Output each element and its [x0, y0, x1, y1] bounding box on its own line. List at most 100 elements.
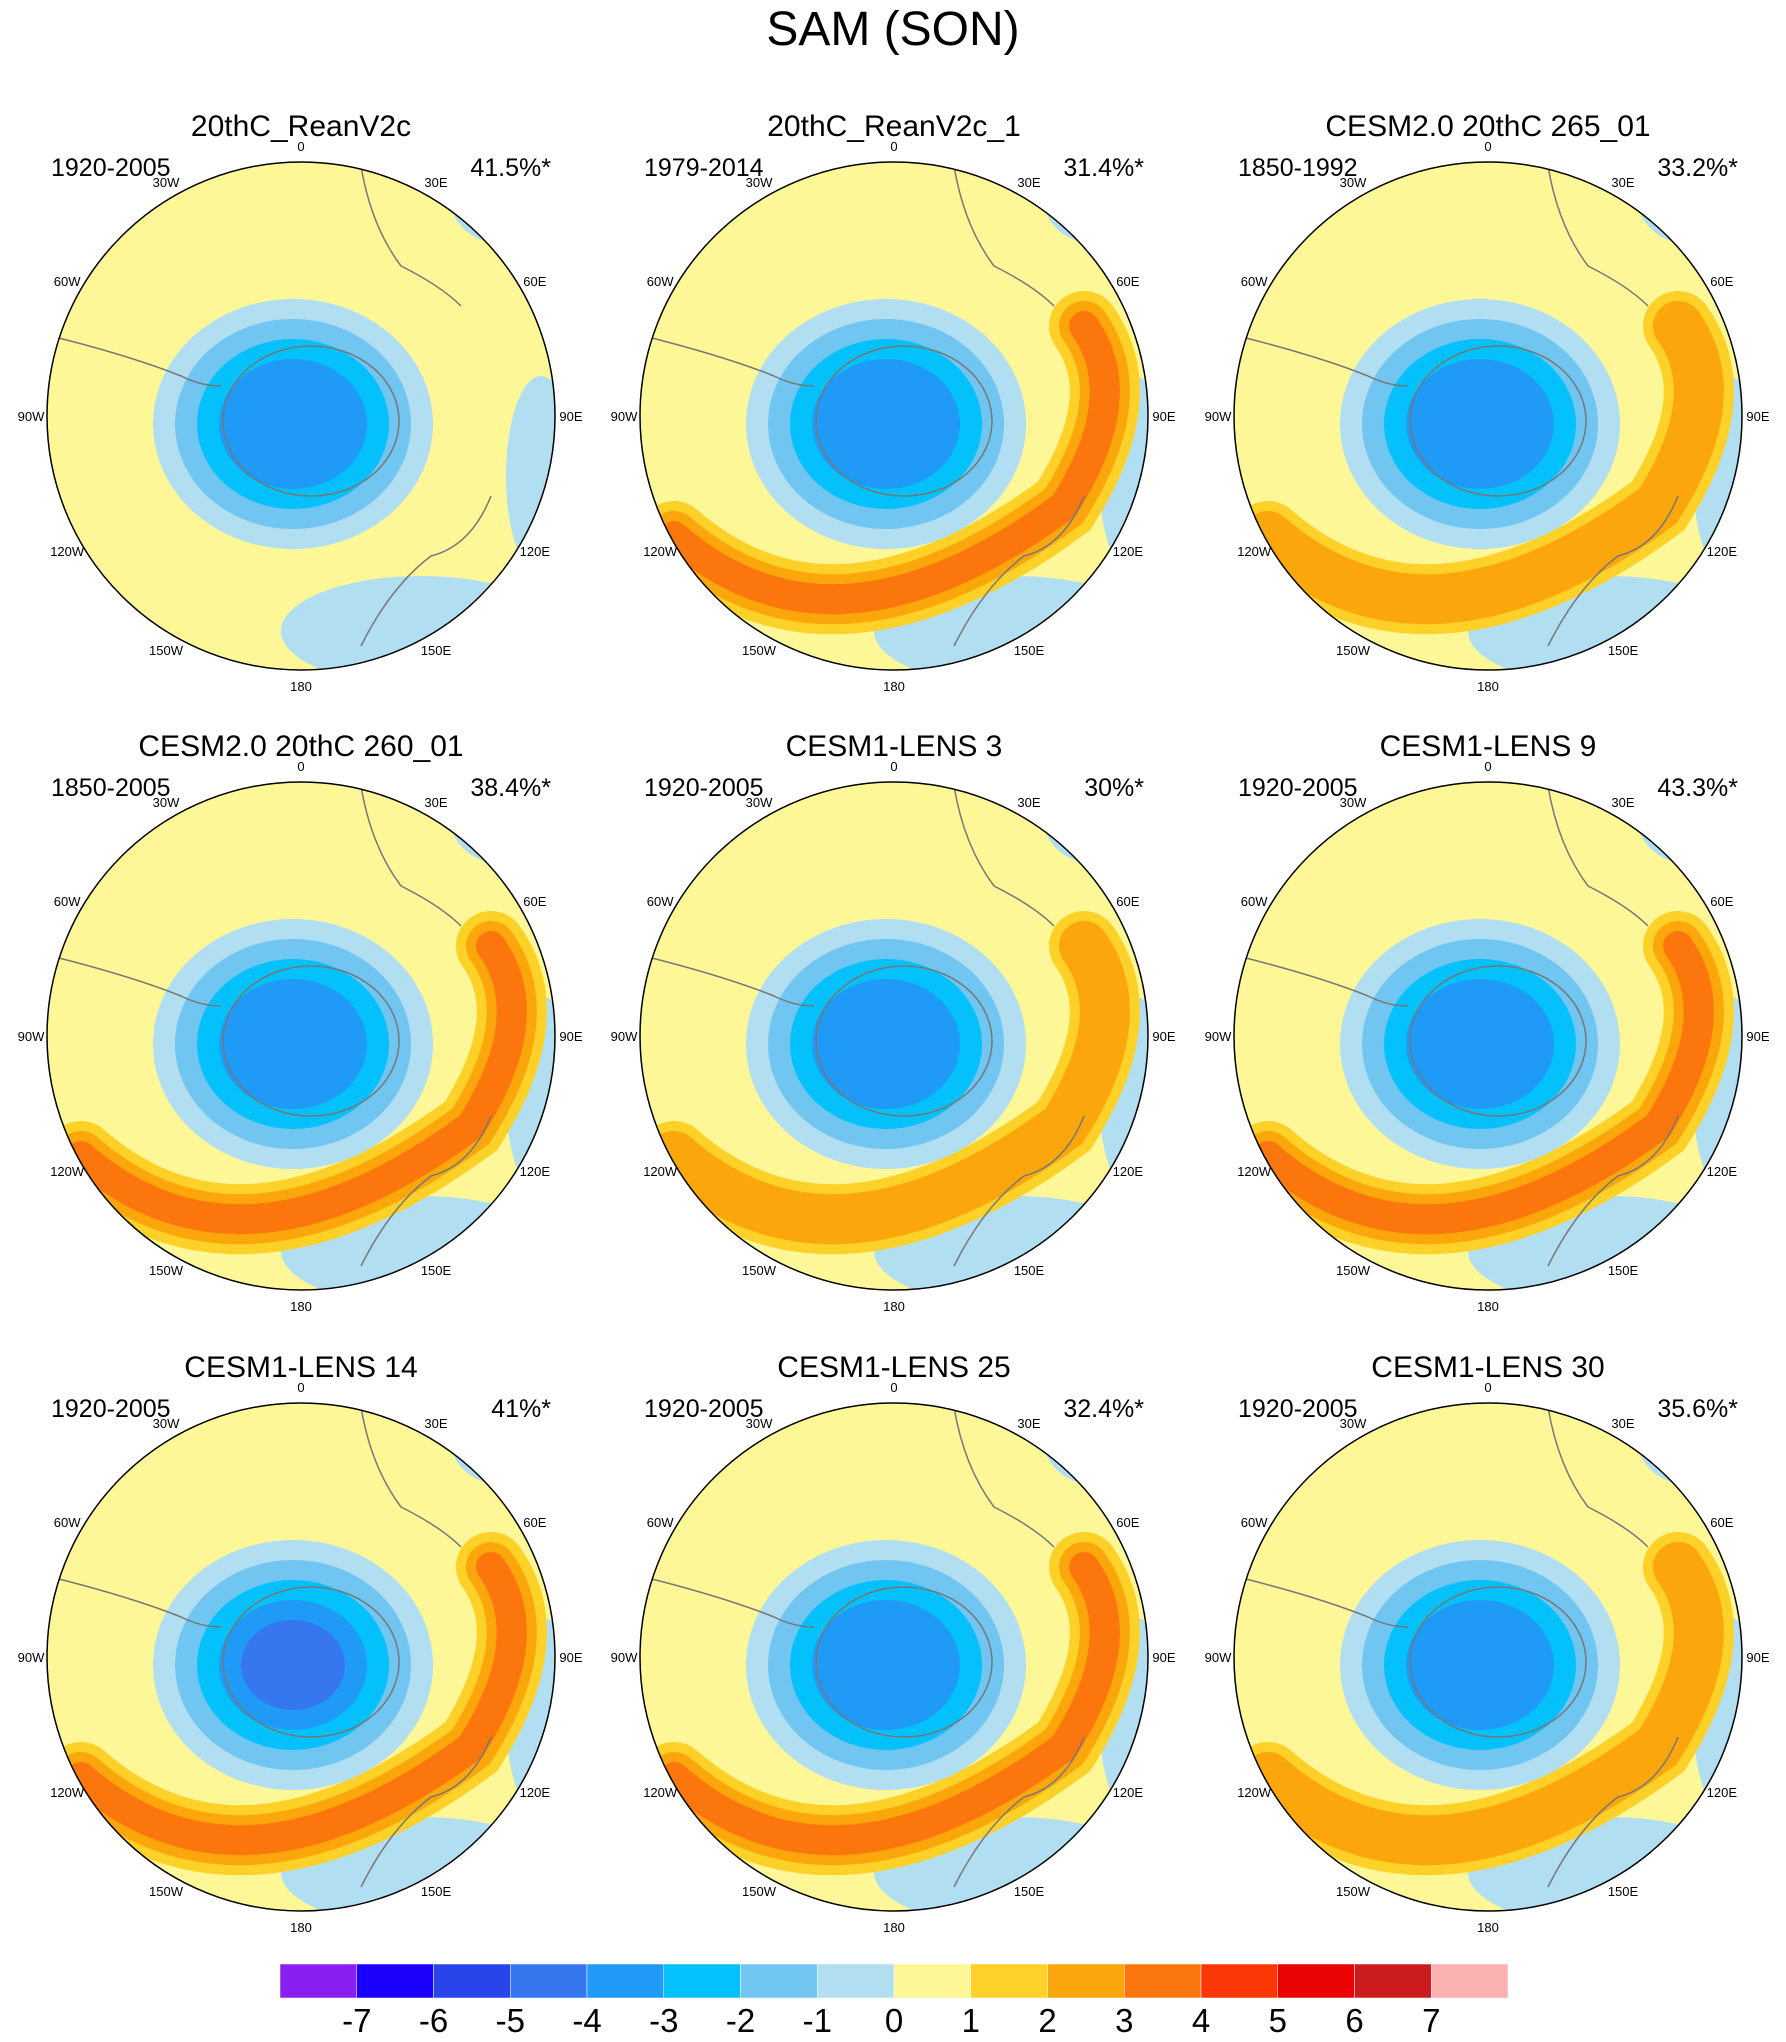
- colorbar-swatch: [1124, 1963, 1202, 1999]
- longitude-label: 30W: [153, 795, 180, 810]
- colorbar-swatch: [1200, 1963, 1278, 1999]
- longitude-label: 120E: [1113, 1164, 1144, 1179]
- longitude-label: 60W: [1241, 274, 1268, 289]
- longitude-label: 90W: [1205, 409, 1232, 424]
- panel-period: 1920-2005: [51, 154, 171, 182]
- longitude-label: 120W: [1237, 1164, 1272, 1179]
- longitude-label: 30W: [153, 1416, 180, 1431]
- negative-anomaly-contour: [812, 979, 960, 1109]
- longitude-label: 60E: [523, 1515, 546, 1530]
- contour-field: [640, 162, 1148, 670]
- longitude-label: 0: [1484, 1380, 1491, 1395]
- negative-anomaly-contour: [1406, 1600, 1554, 1730]
- longitude-label: 60W: [647, 894, 674, 909]
- colorbar: -7 -6 -5 -4 -3 -2 -1 0 1 2 3 4 5 6 7: [279, 1963, 1509, 2039]
- africa-coastline: [953, 165, 1055, 307]
- longitude-label: 30E: [1017, 1416, 1040, 1431]
- colorbar-tick-label: 5: [1269, 2002, 1287, 2039]
- map-panel: 0 30E 60E 90E 120E 150E 180 150W 120W 90W 60W 30W 20…: [611, 110, 1176, 694]
- longitude-label: 60E: [523, 894, 546, 909]
- longitude-label: 0: [890, 1380, 897, 1395]
- antarctica-coastline: [815, 1586, 993, 1738]
- longitude-label: 120E: [520, 1785, 551, 1800]
- longitude-label: 30W: [746, 1416, 773, 1431]
- longitude-label: 60W: [54, 894, 81, 909]
- panel-variance: 41%*: [491, 1395, 551, 1423]
- panel-title: CESM1-LENS 3: [786, 730, 1003, 763]
- panel-period: 1920-2005: [644, 1395, 764, 1423]
- panel-title: CESM1-LENS 9: [1380, 730, 1597, 763]
- longitude-label: 60E: [1116, 274, 1139, 289]
- antarctica-coastline: [815, 965, 993, 1117]
- longitude-label: 60E: [1710, 274, 1733, 289]
- australia-coastline: [953, 495, 1085, 647]
- colorbar-tick-label: 0: [885, 2002, 903, 2039]
- panel-period: 1920-2005: [1238, 1395, 1358, 1423]
- longitude-label: 90W: [1205, 1029, 1232, 1044]
- australia-coastline: [953, 1736, 1085, 1888]
- longitude-label: 60W: [54, 1515, 81, 1530]
- longitude-label: 30W: [153, 175, 180, 190]
- contour-field: [47, 1403, 555, 1911]
- longitude-label: 30W: [1340, 175, 1367, 190]
- map-panel: 0 30E 60E 90E 120E 150E 180 150W 120W 90W 60W 30W CE…: [611, 730, 1176, 1314]
- longitude-label: 90W: [1205, 1650, 1232, 1665]
- panel-title: CESM1-LENS 14: [184, 1351, 417, 1384]
- contour-field: [1234, 162, 1742, 670]
- colorbar-tick-label: 2: [1038, 2002, 1056, 2039]
- map-border: [46, 1402, 556, 1912]
- panel-title: 20thC_ReanV2c_1: [767, 110, 1021, 143]
- panel-period: 1920-2005: [1238, 774, 1358, 802]
- negative-anomaly-contour: [219, 359, 367, 489]
- antarctica-coastline: [1409, 1586, 1587, 1738]
- colorbar-swatch: [663, 1963, 741, 1999]
- longitude-label: 150E: [421, 1884, 452, 1899]
- positive-anomaly-band: [659, 311, 1120, 615]
- longitude-label: 90E: [559, 409, 582, 424]
- longitude-label: 150E: [421, 643, 452, 658]
- colorbar-swatch: [586, 1963, 664, 1999]
- africa-coastline: [360, 1406, 462, 1548]
- positive-anomaly-band: [66, 1552, 527, 1856]
- colorbar-swatch: [970, 1963, 1048, 1999]
- longitude-label: 0: [297, 1380, 304, 1395]
- negative-anomaly-contour: [1406, 359, 1554, 489]
- south-america-coastline: [643, 1576, 815, 1628]
- panel-period: 1920-2005: [644, 774, 764, 802]
- panel-title: CESM1-LENS 25: [777, 1351, 1010, 1384]
- longitude-label: 150E: [421, 1263, 452, 1278]
- colorbar-tick-label: -3: [649, 2002, 678, 2039]
- map-panel: 0 30E 60E 90E 120E 150E 180 150W 120W 90W 60W 30W CE…: [611, 1351, 1176, 1935]
- longitude-label: 90W: [18, 409, 45, 424]
- africa-coastline: [360, 165, 462, 307]
- panel-grid: 0 30E 60E 90E 120E 150E 180 150W 120W 90W 60W 30W 20…: [18, 110, 1770, 1935]
- longitude-label: 90W: [611, 1029, 638, 1044]
- colorbar-swatch: [1047, 1963, 1125, 1999]
- longitude-label: 60W: [647, 274, 674, 289]
- longitude-label: 90W: [611, 1650, 638, 1665]
- map-border: [1233, 781, 1743, 1291]
- south-america-coastline: [643, 955, 815, 1007]
- longitude-label: 30E: [424, 1416, 447, 1431]
- longitude-label: 120W: [643, 1785, 678, 1800]
- map-border: [639, 161, 1149, 671]
- contour-field: [640, 782, 1148, 1290]
- longitude-label: 150E: [1014, 1884, 1045, 1899]
- longitude-label: 180: [290, 1920, 312, 1935]
- panel-title: CESM2.0 20thC 265_01: [1325, 110, 1650, 143]
- longitude-label: 180: [1477, 679, 1499, 694]
- colorbar-swatch: [433, 1963, 511, 1999]
- longitude-label: 60E: [1710, 1515, 1733, 1530]
- australia-coastline: [360, 495, 492, 647]
- longitude-label: 30E: [1611, 175, 1634, 190]
- australia-coastline: [1547, 495, 1679, 647]
- antarctica-coastline: [1409, 345, 1587, 497]
- longitude-label: 30W: [746, 175, 773, 190]
- australia-coastline: [360, 1115, 492, 1267]
- colorbar-tick-label: 3: [1115, 2002, 1133, 2039]
- longitude-label: 150E: [1608, 1263, 1639, 1278]
- longitude-label: 30E: [424, 795, 447, 810]
- longitude-label: 90E: [1152, 1650, 1175, 1665]
- contour-field: [1234, 1403, 1742, 1911]
